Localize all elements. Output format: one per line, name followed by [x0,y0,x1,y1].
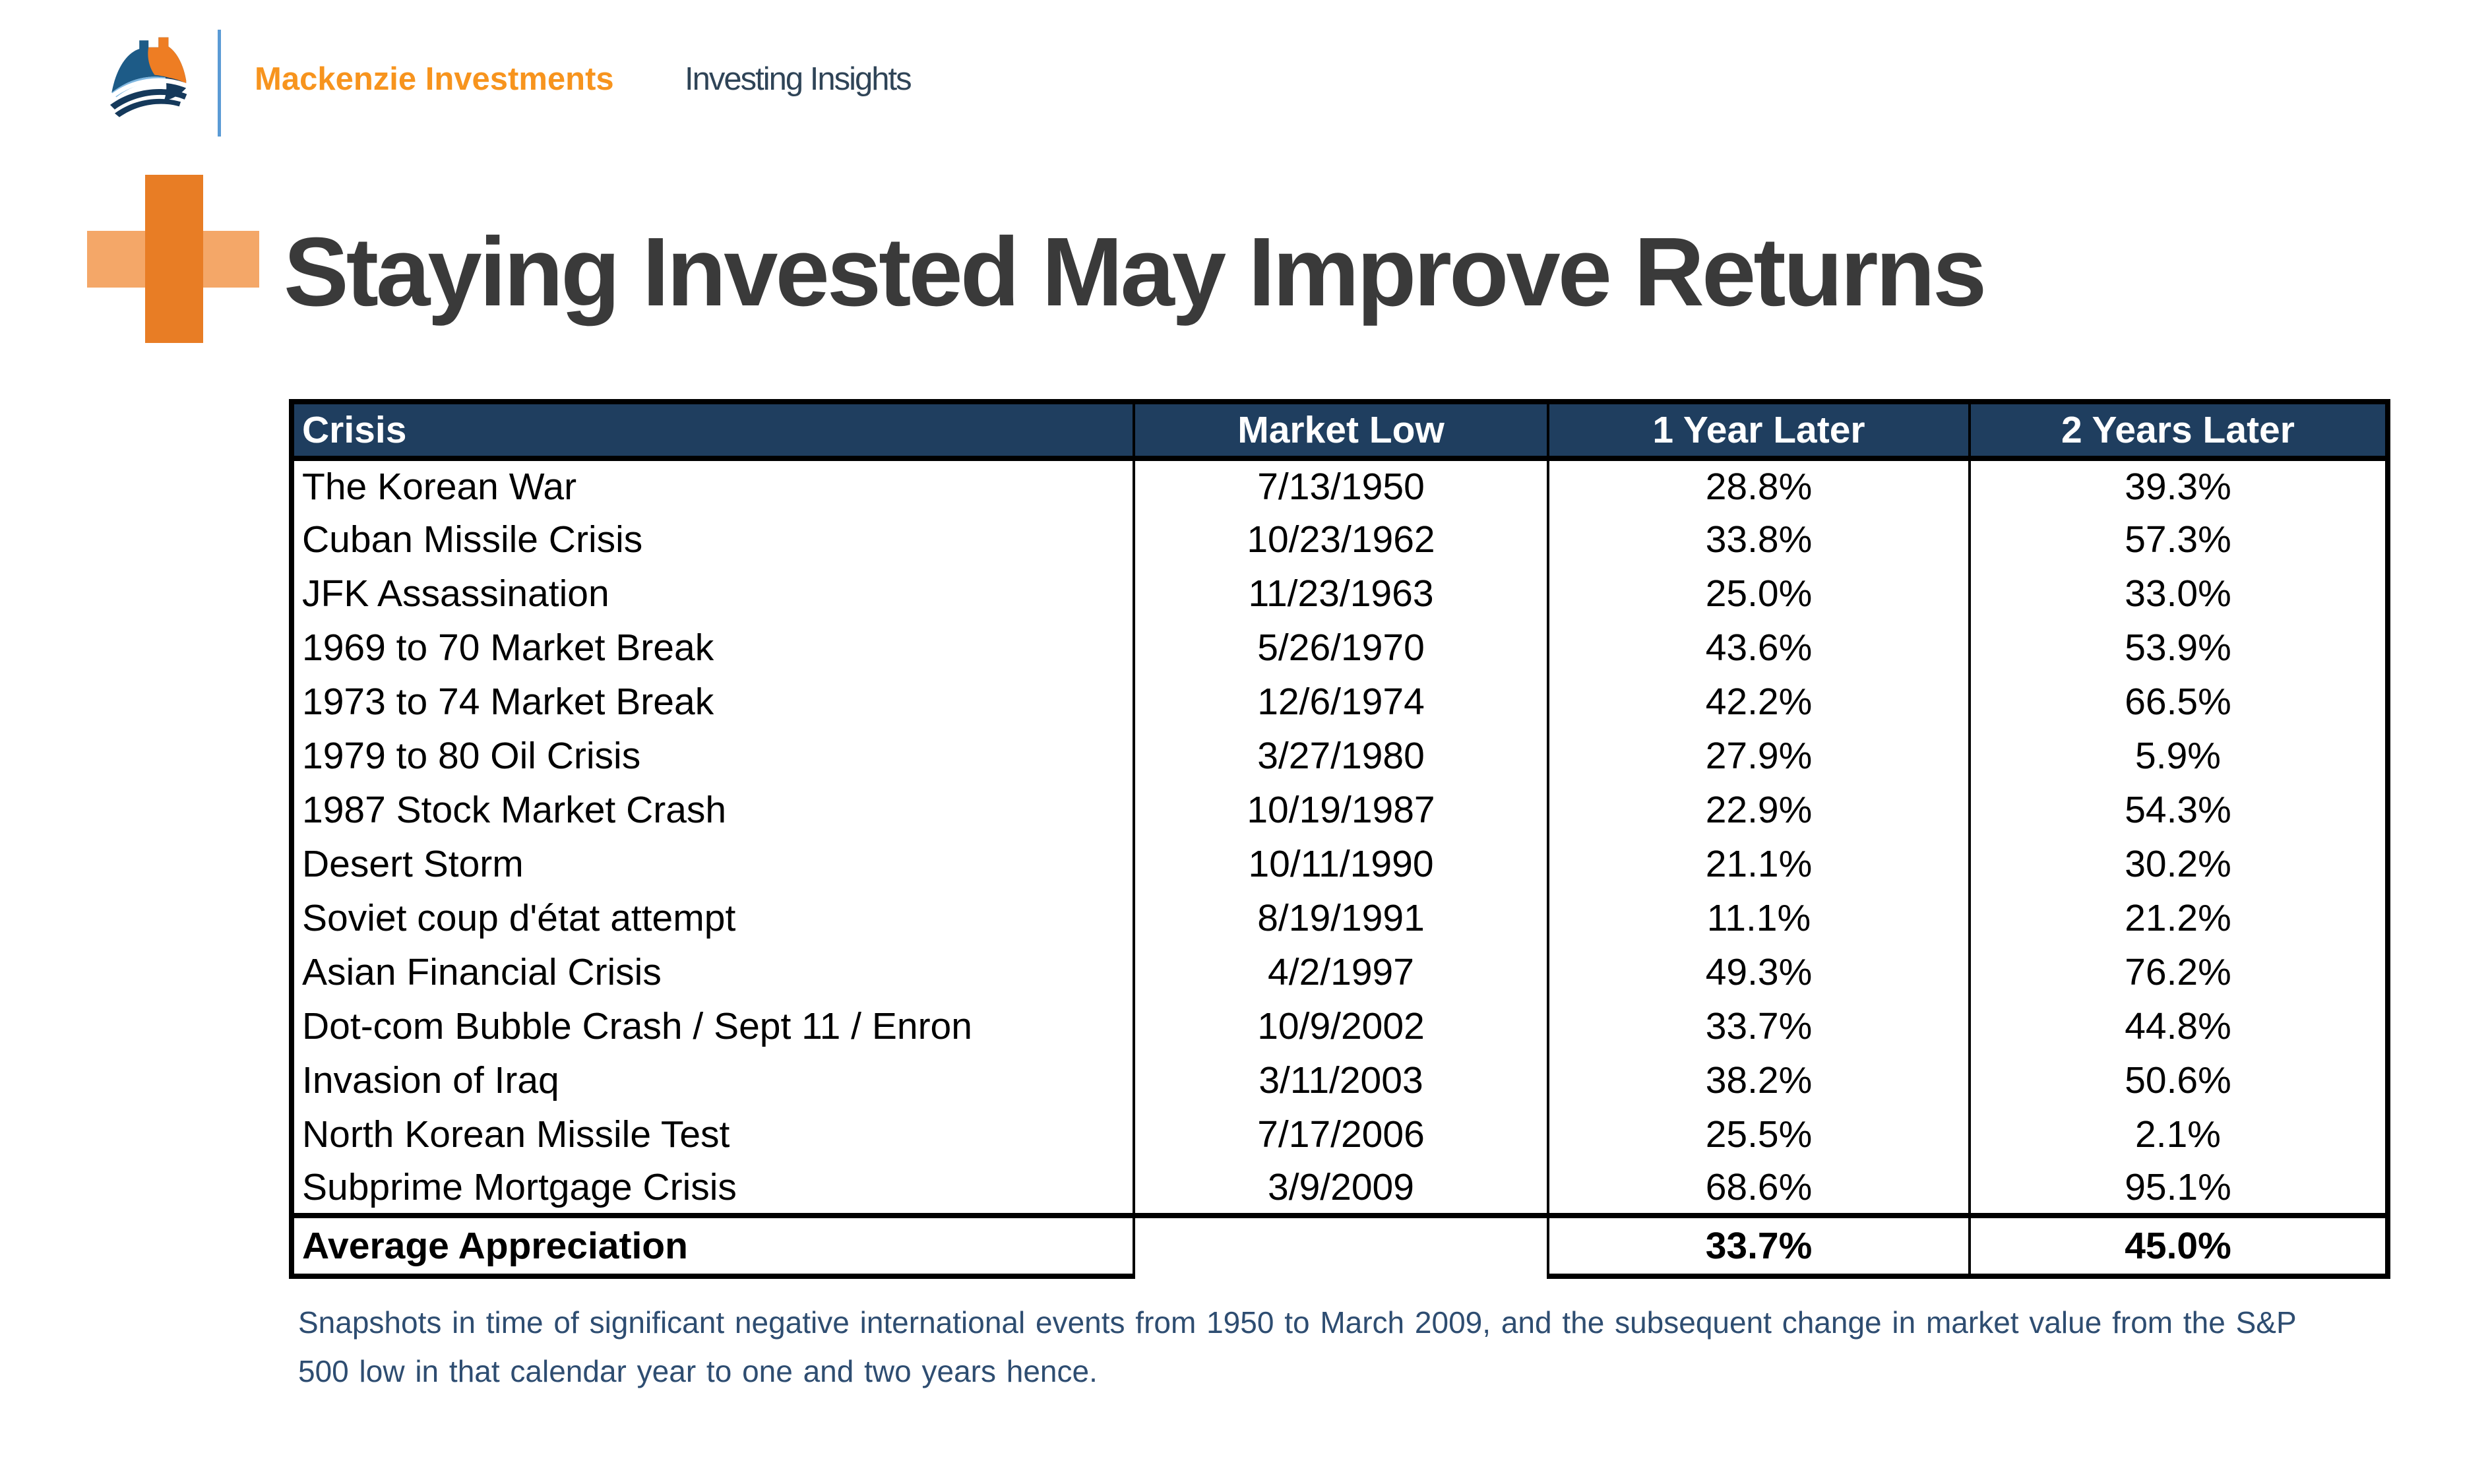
cell-1-year-later: 33.8% [1547,512,1970,567]
cell-market-low: 7/13/1950 [1133,458,1548,512]
table-row: 1973 to 74 Market Break 12/6/1974 42.2% 66.… [289,675,2390,729]
cell-crisis: JFK Assassination [289,567,1134,621]
cell-market-low: 10/11/1990 [1133,837,1548,891]
cell-2-years-later: 76.2% [1968,945,2390,999]
cell-market-low: 10/19/1987 [1133,783,1548,837]
cell-market-low: 3/11/2003 [1133,1053,1548,1107]
table-row: North Korean Missile Test 7/17/2006 25.5% 2… [289,1107,2390,1161]
plus-vertical-bar [145,175,203,343]
cell-1-year-later: 49.3% [1547,945,1970,999]
col-header-2-years-later: 2 Years Later [1968,399,2390,461]
cell-crisis: Soviet coup d'état attempt [289,891,1134,945]
cell-crisis: The Korean War [289,458,1134,512]
summary-1-year-value: 33.7% [1547,1213,1970,1279]
cell-2-years-later: 53.9% [1968,621,2390,675]
page-title: Staying Invested May Improve Returns [284,218,1987,326]
cell-2-years-later: 30.2% [1968,837,2390,891]
cell-1-year-later: 25.0% [1547,567,1970,621]
brand-name: Mackenzie Investments [255,61,614,97]
cell-1-year-later: 22.9% [1547,783,1970,837]
col-header-1-year-later: 1 Year Later [1547,399,1970,461]
col-header-crisis: Crisis [289,399,1134,461]
cell-crisis: 1969 to 70 Market Break [289,621,1134,675]
crisis-table-body: The Korean War 7/13/1950 28.8% 39.3% Cuban M… [289,458,2390,1216]
cell-1-year-later: 11.1% [1547,891,1970,945]
summary-row: Average Appreciation 33.7% 45.0% [289,1213,2390,1279]
table-row: Invasion of Iraq 3/11/2003 38.2% 50.6% [289,1053,2390,1107]
cell-crisis: Asian Financial Crisis [289,945,1134,999]
cell-crisis: Invasion of Iraq [289,1053,1134,1107]
cell-2-years-later: 95.1% [1968,1161,2390,1216]
cell-crisis: 1973 to 74 Market Break [289,675,1134,729]
cell-1-year-later: 42.2% [1547,675,1970,729]
table-row: JFK Assassination 11/23/1963 25.0% 33.0% [289,567,2390,621]
table-header-row: Crisis Market Low 1 Year Later 2 Years L… [289,399,2390,461]
cell-2-years-later: 54.3% [1968,783,2390,837]
cell-2-years-later: 44.8% [1968,999,2390,1053]
col-header-market-low: Market Low [1133,399,1548,461]
cell-1-year-later: 25.5% [1547,1107,1970,1161]
cell-2-years-later: 50.6% [1968,1053,2390,1107]
plus-icon [87,175,259,343]
table-row: Subprime Mortgage Crisis 3/9/2009 68.6% 95.… [289,1161,2390,1216]
table-row: Dot-com Bubble Crash / Sept 11 / Enron 10… [289,999,2390,1053]
footnote: Snapshots in time of significant negativ… [298,1305,2296,1388]
table-row: 1979 to 80 Oil Crisis 3/27/1980 27.9% 5.9% [289,729,2390,783]
cell-market-low: 12/6/1974 [1133,675,1548,729]
cell-market-low: 10/9/2002 [1133,999,1548,1053]
table-row: The Korean War 7/13/1950 28.8% 39.3% [289,458,2390,512]
publication-name: Investing Insights [685,61,912,97]
cell-1-year-later: 28.8% [1547,458,1970,512]
cell-2-years-later: 66.5% [1968,675,2390,729]
summary-2-years-value: 45.0% [1968,1213,2390,1279]
cell-market-low: 8/19/1991 [1133,891,1548,945]
summary-market-low-empty [1133,1213,1548,1276]
cell-1-year-later: 38.2% [1547,1053,1970,1107]
cell-2-years-later: 21.2% [1968,891,2390,945]
cell-1-year-later: 68.6% [1547,1161,1970,1216]
cell-market-low: 4/2/1997 [1133,945,1548,999]
header-divider [218,30,221,137]
crisis-returns-table: Crisis Market Low 1 Year Later 2 Years L… [289,399,2390,1279]
table-row: 1969 to 70 Market Break 5/26/1970 43.6% 53.… [289,621,2390,675]
cell-2-years-later: 57.3% [1968,512,2390,567]
table-row: Cuban Missile Crisis 10/23/1962 33.8% 57.3% [289,512,2390,567]
cell-crisis: Desert Storm [289,837,1134,891]
cell-1-year-later: 21.1% [1547,837,1970,891]
cell-1-year-later: 27.9% [1547,729,1970,783]
cell-crisis: Subprime Mortgage Crisis [289,1161,1134,1216]
cell-market-low: 7/17/2006 [1133,1107,1548,1161]
cell-crisis: Cuban Missile Crisis [289,512,1134,567]
cell-market-low: 11/23/1963 [1133,567,1548,621]
cell-1-year-later: 33.7% [1547,999,1970,1053]
cell-market-low: 3/27/1980 [1133,729,1548,783]
cell-crisis: North Korean Missile Test [289,1107,1134,1161]
cell-2-years-later: 39.3% [1968,458,2390,512]
cell-2-years-later: 2.1% [1968,1107,2390,1161]
cell-crisis: Dot-com Bubble Crash / Sept 11 / Enron [289,999,1134,1053]
cell-market-low: 5/26/1970 [1133,621,1548,675]
table-row: 1987 Stock Market Crash 10/19/1987 22.9% 54… [289,783,2390,837]
cell-market-low: 3/9/2009 [1133,1161,1548,1216]
cell-crisis: 1979 to 80 Oil Crisis [289,729,1134,783]
cell-2-years-later: 33.0% [1968,567,2390,621]
summary-label: Average Appreciation [289,1213,1134,1279]
cell-market-low: 10/23/1962 [1133,512,1548,567]
mackenzie-castle-logo-icon [106,37,190,117]
table-row: Desert Storm 10/11/1990 21.1% 30.2% [289,837,2390,891]
cell-2-years-later: 5.9% [1968,729,2390,783]
cell-1-year-later: 43.6% [1547,621,1970,675]
table-row: Asian Financial Crisis 4/2/1997 49.3% 76.2% [289,945,2390,999]
cell-crisis: 1987 Stock Market Crash [289,783,1134,837]
table-row: Soviet coup d'état attempt 8/19/1991 11.1%… [289,891,2390,945]
